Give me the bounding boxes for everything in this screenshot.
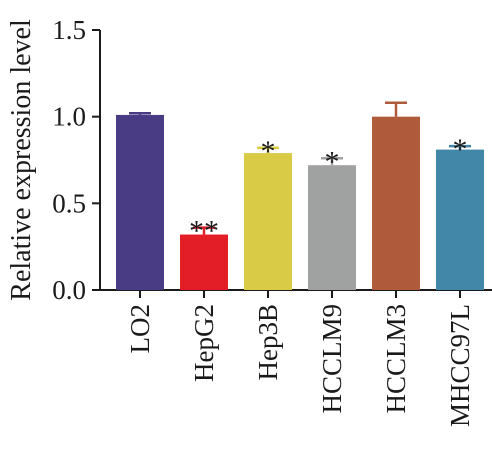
axes — [99, 30, 492, 291]
bar-LO2 — [116, 114, 164, 290]
category-label-HepG2: HepG2 — [189, 304, 219, 382]
y-tick-label: 1.0 — [52, 102, 86, 132]
bar-HCCLM9 — [308, 165, 356, 290]
y-tick-label: 0.5 — [52, 188, 86, 218]
y-axis-title: Relative expression level — [6, 19, 37, 301]
significance-label-HepG2: ** — [189, 215, 219, 248]
category-label-Hep3B: Hep3B — [253, 304, 283, 381]
y-tick-label: 1.5 — [52, 15, 86, 45]
category-label-MHCC97L: MHCC97L — [445, 304, 475, 427]
category-label-HCCLM9: HCCLM9 — [317, 304, 347, 414]
category-label-HCCLM3: HCCLM3 — [381, 304, 411, 414]
significance-label-HCCLM9: * — [325, 145, 340, 178]
y-tick-label: 0.0 — [52, 275, 86, 305]
category-labels: LO2 HepG2 Hep3B HCCLM9 HCCLM3 MHCC97L — [125, 290, 475, 427]
bars: *** * * — [116, 101, 484, 291]
bar-HCCLM3 — [372, 116, 420, 291]
y-ticks: 0.0 0.5 1.0 1.5 — [52, 15, 100, 305]
bar-Hep3B — [244, 153, 292, 290]
bar-HepG2 — [180, 234, 228, 290]
bar-MHCC97L — [436, 149, 484, 290]
category-label-LO2: LO2 — [125, 304, 155, 354]
significance-label-MHCC97L: * — [453, 133, 468, 166]
significance-label-Hep3B: * — [261, 135, 276, 168]
